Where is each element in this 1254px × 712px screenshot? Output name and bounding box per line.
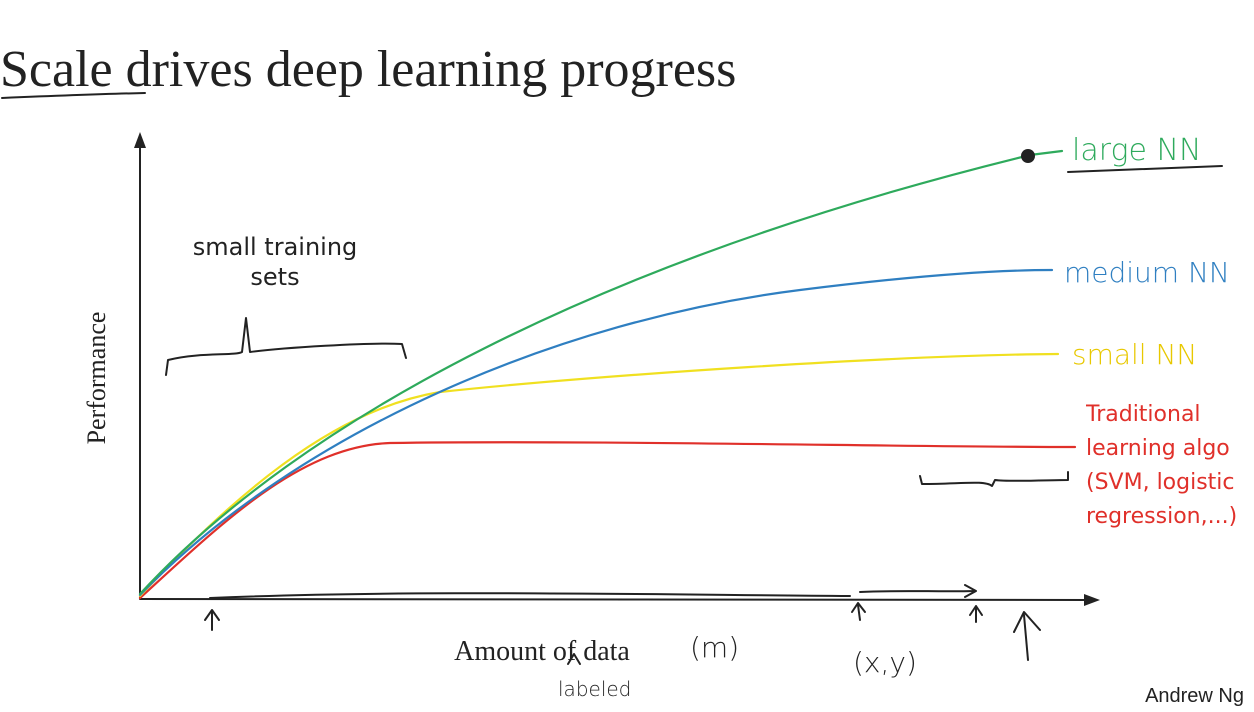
y-axis-label: Performance [82, 312, 111, 445]
author: Andrew Ng [1145, 685, 1244, 707]
x-axis [139, 598, 1091, 601]
right-brace [919, 471, 1069, 487]
x-axis-arrow [1084, 594, 1100, 606]
tick-arrow-4 [1013, 611, 1041, 661]
x-axis-note: (m) [690, 631, 739, 664]
small-nn-label: small NN [1072, 338, 1197, 371]
tick-arrow-3 [969, 605, 983, 623]
data-arrow-1 [209, 592, 851, 599]
tick-arrow-1 [204, 609, 220, 631]
tick-arrow-2 [851, 602, 866, 621]
pair-label: (x,y) [853, 646, 917, 679]
medium-nn-curve [138, 268, 1054, 597]
large-nn-dot [1021, 149, 1035, 163]
medium-nn-label: medium NN [1064, 256, 1230, 289]
traditional-label-box: Traditional learning algo (SVM, logistic… [1086, 402, 1238, 529]
x-axis-label: Amount of data [454, 636, 630, 667]
small-sets-brace [165, 317, 407, 376]
y-axis-arrow [134, 132, 146, 148]
large-nn-label: large NN [1072, 133, 1201, 168]
small-sets-box: small training sets [192, 233, 358, 291]
small-nn-curve [138, 352, 1060, 598]
title: Scale drives deep learning progress [0, 41, 736, 98]
small-sets-label: small training sets [192, 233, 358, 291]
label-underline [1067, 165, 1223, 173]
large-nn-curve [138, 149, 1064, 596]
traditional-label: Traditional learning algo (SVM, logistic… [1086, 402, 1238, 529]
x-axis-subnote: labeled [558, 677, 631, 701]
title-underline [1, 92, 146, 99]
data-arrow-2 [859, 584, 977, 598]
traditional-curve [138, 441, 1077, 600]
caret [567, 653, 581, 665]
